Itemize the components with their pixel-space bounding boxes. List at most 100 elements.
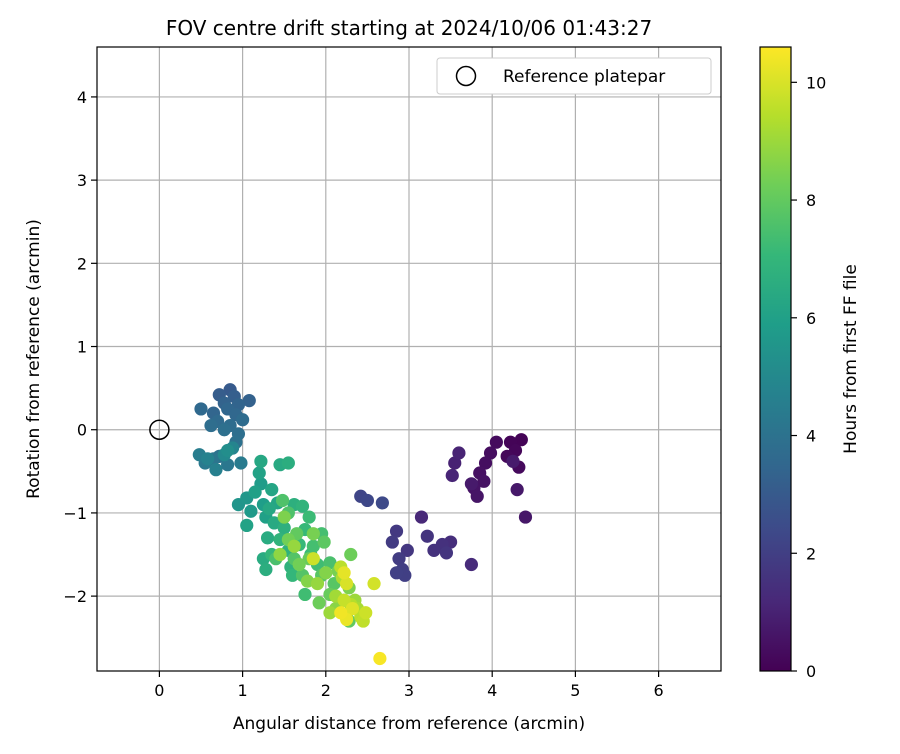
colorbar-tick-label-1: 2 — [806, 544, 816, 563]
data-point-24 — [420, 529, 434, 543]
data-point-83 — [277, 521, 291, 535]
data-point-90 — [285, 568, 300, 582]
reference-platepar-marker — [149, 419, 170, 440]
data-point-35 — [375, 496, 389, 510]
colorbar: 0 2 4 6 8 10 Hours from first FF file — [759, 46, 861, 681]
data-point-26 — [400, 543, 414, 557]
data-point-29 — [392, 552, 406, 566]
data-point-60 — [201, 452, 215, 466]
data-point-102 — [275, 493, 290, 508]
data-point-137 — [337, 593, 351, 607]
data-point-15 — [506, 454, 520, 468]
x-tick-label-1: 1 — [238, 681, 248, 700]
data-point-125 — [273, 547, 287, 562]
colorbar-tick-label-2: 4 — [806, 427, 816, 446]
data-point-121 — [300, 574, 315, 588]
data-point-49 — [204, 418, 218, 433]
data-point-139 — [306, 552, 320, 566]
data-point-19 — [414, 510, 429, 524]
y-tick-label-0: −2 — [63, 587, 87, 606]
data-point-117 — [306, 527, 320, 541]
data-point-47 — [236, 413, 250, 427]
data-point-113 — [312, 596, 326, 610]
data-point-39 — [242, 394, 256, 408]
data-point-71 — [240, 518, 254, 533]
y-axis-ticks: −2 −1 0 1 2 3 4 — [63, 88, 97, 606]
data-point-114 — [344, 547, 358, 562]
data-point-66 — [244, 504, 258, 518]
x-tick-label-0: 0 — [154, 681, 164, 700]
data-point-122 — [319, 566, 333, 580]
data-point-0 — [514, 433, 528, 447]
data-point-126 — [287, 539, 301, 553]
data-point-59 — [209, 463, 223, 477]
data-point-75 — [254, 454, 268, 468]
data-point-12 — [518, 510, 533, 524]
data-point-27 — [389, 524, 404, 538]
data-point-20 — [464, 557, 478, 572]
data-point-116 — [292, 557, 306, 572]
data-point-23 — [427, 543, 441, 557]
x-axis-label: Angular distance from reference (arcmin) — [233, 714, 585, 734]
y-tick-label-6: 4 — [77, 88, 87, 107]
data-point-11 — [470, 489, 484, 503]
data-point-73 — [265, 483, 279, 497]
grid-lines — [97, 47, 721, 671]
data-point-7 — [478, 456, 493, 470]
y-tick-label-2: 0 — [77, 421, 87, 440]
data-point-25 — [439, 546, 454, 560]
data-point-140 — [367, 577, 381, 591]
x-tick-label-6: 6 — [654, 681, 664, 700]
legend-open-circle-marker — [455, 65, 477, 87]
data-point-63 — [221, 443, 235, 458]
data-points — [192, 383, 533, 666]
data-point-70 — [248, 485, 262, 499]
data-point-128 — [323, 606, 337, 620]
data-point-142 — [345, 602, 360, 616]
data-point-13 — [510, 483, 524, 497]
y-tick-label-4: 2 — [77, 254, 87, 273]
x-axis-ticks: 0 1 2 3 4 5 6 — [154, 671, 664, 700]
colorbar-label: Hours from first FF file — [841, 264, 861, 454]
reference-marker-group — [149, 419, 170, 440]
legend-label: Reference platepar — [503, 67, 665, 87]
data-point-18 — [445, 468, 459, 483]
chart-title: FOV centre drift starting at 2024/10/06 … — [166, 16, 652, 40]
data-point-87 — [295, 499, 310, 513]
y-axis-label: Rotation from reference (arcmin) — [24, 219, 44, 499]
data-point-145 — [334, 606, 348, 620]
data-point-127 — [310, 577, 325, 591]
legend-box — [436, 57, 712, 95]
y-tick-label-5: 3 — [77, 171, 87, 190]
colorbar-tick-label-5: 10 — [806, 73, 826, 92]
data-point-57 — [234, 456, 248, 470]
data-point-72 — [252, 466, 266, 480]
y-tick-label-1: −1 — [63, 504, 87, 523]
data-point-141 — [340, 577, 354, 591]
colorbar-tick-label-0: 0 — [806, 662, 816, 681]
data-point-9 — [477, 474, 491, 488]
data-point-76 — [262, 502, 276, 516]
data-point-78 — [267, 516, 281, 530]
data-point-143 — [337, 566, 351, 580]
data-point-45 — [194, 402, 208, 416]
data-point-34 — [360, 493, 374, 508]
data-point-82 — [281, 456, 295, 470]
data-point-17 — [452, 446, 466, 460]
x-tick-label-3: 3 — [404, 681, 414, 700]
legend: Reference platepar — [436, 57, 712, 95]
colorbar-tick-label-3: 6 — [806, 309, 816, 328]
data-point-138 — [359, 606, 373, 620]
colorbar-frame — [759, 46, 792, 672]
data-point-96 — [298, 587, 312, 602]
data-point-32 — [389, 566, 404, 580]
data-point-79 — [260, 531, 275, 545]
data-point-41 — [231, 398, 246, 412]
data-point-107 — [317, 535, 331, 549]
data-point-99 — [323, 556, 337, 570]
data-point-55 — [221, 458, 235, 472]
data-point-14 — [464, 477, 478, 491]
colorbar-tick-label-4: 8 — [806, 191, 816, 210]
